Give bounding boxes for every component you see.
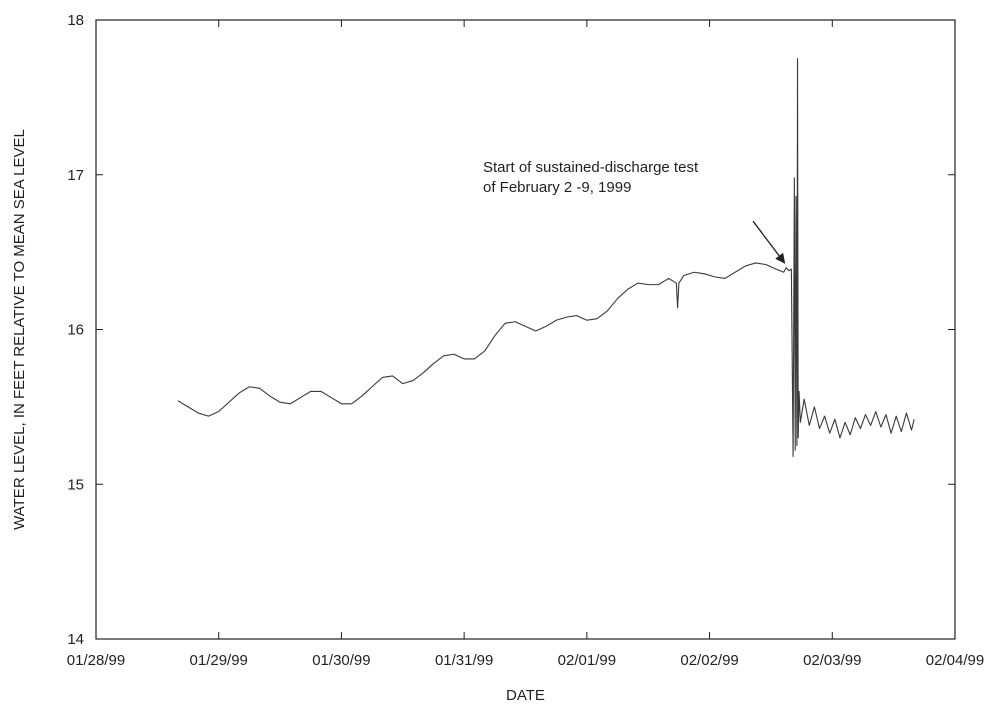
annotation: Start of sustained-discharge test of Febr… (483, 159, 786, 264)
x-axis-title: DATE (506, 687, 545, 704)
plot-frame (95, 19, 956, 640)
x-tick-label: 02/01/99 (558, 652, 616, 669)
y-axis-title: WATER LEVEL, IN FEET RELATIVE TO MEAN SE… (11, 129, 28, 530)
x-tick-label: 02/03/99 (803, 652, 861, 669)
x-tick-label: 01/31/99 (435, 652, 493, 669)
annotation-arrow (752, 220, 786, 264)
y-tick-label: 16 (67, 322, 84, 339)
x-tick-label: 02/02/99 (680, 652, 738, 669)
x-axis-ticks: 01/28/99 01/29/99 01/30/99 01/31/99 02/01/99… (67, 20, 984, 669)
y-tick-label: 17 (67, 167, 84, 184)
y-tick-label: 18 (67, 12, 84, 29)
annotation-text-line: of February 2 -9, 1999 (483, 179, 631, 196)
x-tick-label: 01/28/99 (67, 652, 125, 669)
y-tick-label: 15 (67, 476, 84, 493)
water-level-series-line (177, 58, 915, 457)
y-axis-ticks: 14 15 16 17 18 (67, 12, 955, 648)
x-tick-label: 01/30/99 (312, 652, 370, 669)
y-tick-label: 14 (67, 631, 84, 648)
x-tick-label: 01/29/99 (190, 652, 248, 669)
x-tick-label: 02/04/99 (926, 652, 984, 669)
annotation-text-line: Start of sustained-discharge test (483, 159, 699, 176)
